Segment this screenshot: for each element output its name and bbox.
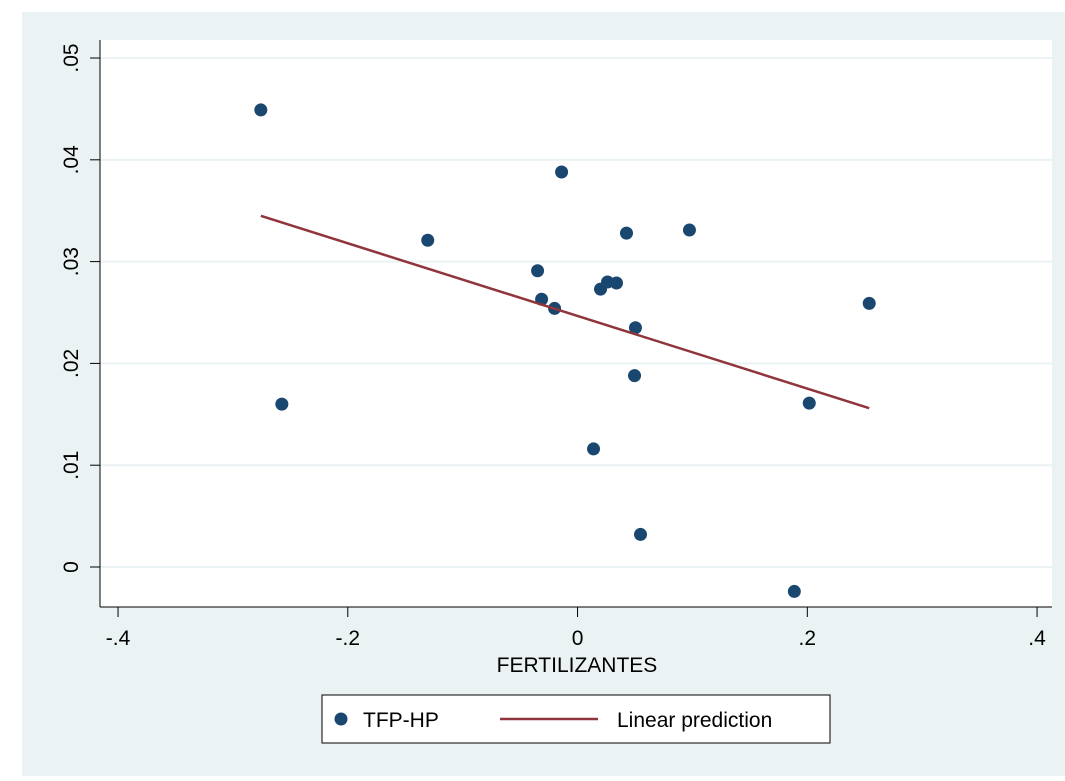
x-tick-label: -.4 [106,627,131,650]
legend-label: TFP-HP [363,709,439,732]
point [628,321,642,335]
point [254,103,268,117]
plot-area [100,40,1052,607]
point [275,397,289,411]
y-tick-label: 0 [60,561,83,573]
y-tick-label: .03 [60,247,83,276]
point [587,442,601,456]
point [682,223,696,237]
x-tick-label: 0 [572,627,584,650]
point [609,276,623,290]
trend-line [260,214,870,410]
point [628,369,642,383]
x-axis-title: FERTILIZANTES [497,654,658,677]
x-tick-label: .2 [799,627,817,650]
point [421,233,435,247]
y-tick-label: .02 [60,349,83,378]
point [619,226,633,240]
point [802,396,816,410]
point [555,165,569,179]
legend-label: Linear prediction [617,709,772,732]
point [862,296,876,310]
x-tick-label: .4 [1028,627,1046,650]
y-tick-label: .04 [60,145,83,175]
y-tick-label: .05 [60,43,83,72]
x-tick-label: -.2 [336,627,361,650]
point [634,527,648,541]
legend-swatch [334,712,348,726]
y-tick-label: .01 [60,451,83,480]
point [787,584,801,598]
point [531,264,545,278]
